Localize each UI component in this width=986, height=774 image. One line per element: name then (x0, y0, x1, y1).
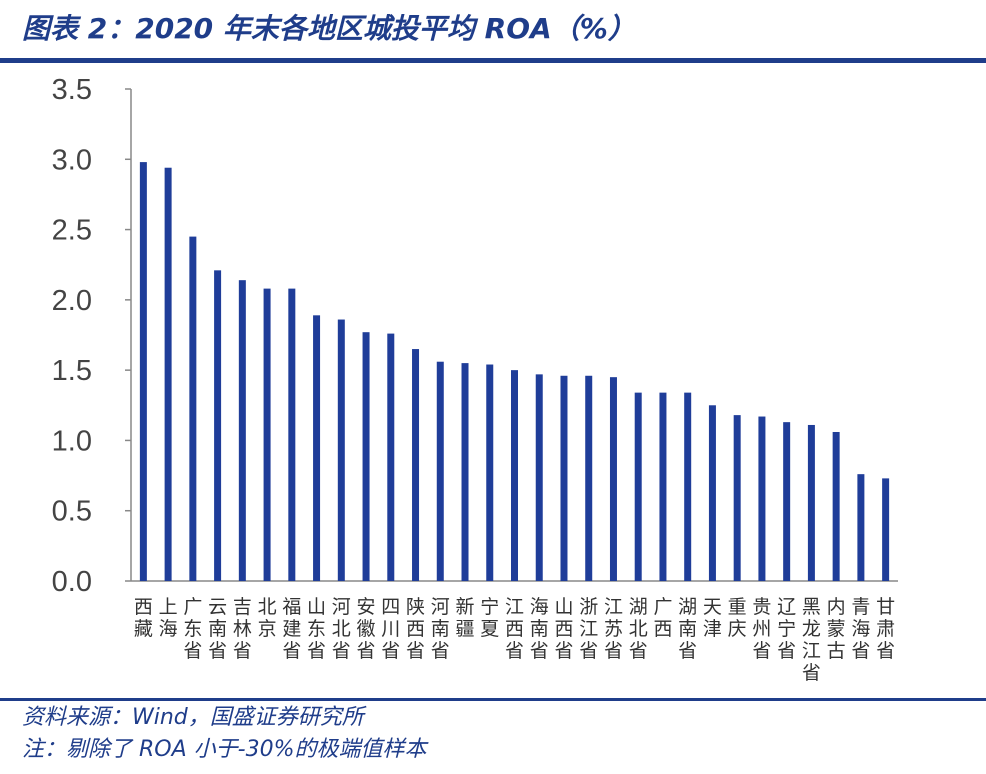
bar (807, 424, 815, 581)
x-category-label: 贵州省 (752, 596, 771, 662)
bar (758, 416, 766, 581)
y-tick-label: 3.0 (52, 144, 92, 176)
bar (684, 392, 692, 581)
x-category-label: 山西省 (554, 596, 573, 662)
x-category-label: 安徽省 (357, 596, 376, 662)
bar (412, 349, 420, 581)
x-category-label: 陕西省 (406, 596, 425, 662)
x-category-label: 江苏省 (604, 596, 623, 662)
y-tick-label: 3.5 (52, 74, 92, 106)
bar (387, 333, 395, 581)
x-category-label: 广东省 (183, 596, 202, 662)
x-category-label: 海南省 (530, 596, 549, 662)
bar (659, 392, 667, 581)
bar (882, 478, 890, 581)
bar (511, 370, 518, 581)
x-category-label: 重庆 (728, 596, 747, 640)
bar-chart: 0.0 0.5 1.0 1.5 2.0 2.5 3.0 3.5 西藏上海广东省云南省吉林省北京福… (52, 74, 898, 684)
bar (783, 422, 791, 581)
x-category-label: 甘肃省 (876, 596, 895, 662)
bar (461, 363, 469, 581)
x-category-label: 山东省 (307, 596, 326, 662)
x-category-label: 福建省 (282, 596, 301, 662)
bar (560, 375, 568, 581)
bar (708, 405, 716, 581)
bar (609, 377, 617, 581)
x-category-label: 湖南省 (678, 596, 697, 662)
x-category-label: 上海 (159, 596, 178, 640)
bar (313, 315, 321, 581)
x-category-label: 新疆 (456, 596, 475, 640)
x-category-label: 江西省 (505, 596, 524, 662)
x-category-label: 黑龙江省 (802, 596, 821, 684)
title-divider (0, 58, 986, 63)
bar (214, 270, 222, 581)
x-category-label: 西藏 (134, 596, 153, 640)
footer-divider (0, 698, 986, 701)
x-category-label: 云南省 (208, 596, 227, 662)
bar (139, 162, 147, 581)
x-category-label: 四川省 (381, 596, 400, 662)
x-category-label: 辽宁省 (777, 596, 796, 662)
y-tick-label: 1.5 (52, 355, 92, 387)
bar (288, 288, 296, 581)
bar (189, 236, 197, 581)
chart-title: 图表 2：2020 年末各地区城投平均 ROA（%） (22, 12, 636, 45)
x-category-label: 天津 (703, 596, 722, 640)
bar (486, 364, 494, 581)
bar (585, 375, 593, 581)
x-category-label: 吉林省 (233, 596, 252, 662)
bar (634, 392, 642, 581)
bar (857, 474, 865, 581)
source-note: 资料来源：Wind，国盛证券研究所 (22, 705, 364, 730)
exclusion-note: 注：剔除了 ROA 小于-30%的极端值样本 (22, 737, 427, 762)
x-category-label: 河北省 (332, 596, 351, 662)
bar (832, 431, 840, 581)
y-tick-label: 1.0 (52, 425, 92, 457)
bar (436, 361, 444, 581)
y-tick-label: 0.5 (52, 496, 92, 528)
x-category-label: 浙江省 (579, 596, 598, 662)
x-category-label: 宁夏 (480, 596, 499, 640)
bar (733, 415, 741, 581)
bar (263, 288, 271, 581)
x-category-label: 广西 (653, 596, 672, 640)
bar (535, 374, 543, 581)
y-tick-label: 2.5 (52, 215, 92, 247)
bar (362, 332, 370, 581)
bar (164, 167, 172, 581)
y-tick-label: 2.0 (52, 285, 92, 317)
bar (337, 319, 345, 581)
y-tick-label: 0.0 (52, 566, 92, 598)
bar (238, 280, 246, 581)
x-category-label: 北京 (258, 596, 277, 640)
x-category-label: 河南省 (431, 596, 450, 662)
x-category-label: 内蒙古 (827, 596, 846, 662)
x-category-label: 青海省 (851, 596, 870, 662)
x-category-label: 湖北省 (629, 596, 648, 662)
